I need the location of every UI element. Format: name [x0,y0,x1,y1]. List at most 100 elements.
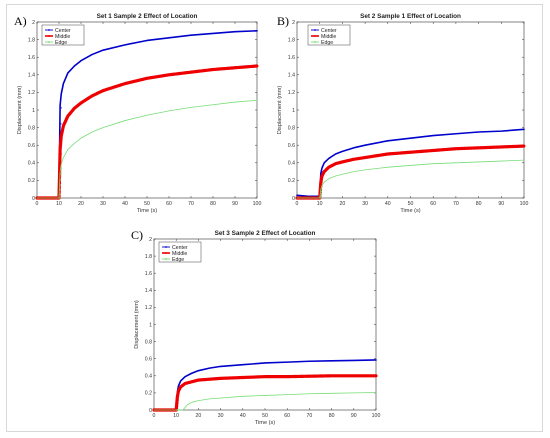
x-tick-label: 40 [240,413,246,419]
panel-label-c: C) [131,228,143,242]
series-marker-edge [320,192,322,195]
panel-label-b: B) [277,14,289,28]
x-tick-label: 0 [296,201,299,207]
y-axis-label: Displacement (mm) [17,86,23,135]
x-tick-label: 0 [36,201,39,207]
series-marker-edge [321,184,323,186]
series-marker-middle [177,389,180,392]
y-tick-label: 1 [149,322,152,328]
y-tick-label: 1 [292,108,295,114]
y-tick-label: 1.8 [28,37,35,43]
x-tick-label: 70 [307,413,313,419]
series-marker-middle [177,395,180,398]
x-tick-label: 40 [385,201,391,207]
x-tick-label: 10 [317,201,323,207]
series-marker-edge [60,179,62,181]
series-line-center [36,30,258,199]
x-tick-label: 40 [122,201,128,207]
series-marker-center [60,123,62,125]
chart-title-2: Set 2 Sample 1 Effect of Location [360,13,461,20]
x-tick-label: 100 [253,201,262,207]
x-tick-label: 90 [232,201,238,207]
y-tick-label: 1.2 [288,90,295,96]
y-tick-label: 1.4 [28,73,35,79]
x-axis-label: Time (s) [137,208,157,214]
y-axis-label: Displacement (mm) [134,300,140,349]
y-tick-label: 0.2 [145,391,152,397]
series-marker-middle [176,404,179,407]
series-marker-center [178,384,180,386]
x-tick-label: 30 [218,413,224,419]
x-tick-label: 100 [372,413,381,419]
x-axis-label: Time (s) [400,208,420,214]
legend-marker-center [165,246,167,248]
series-marker-edge [321,186,323,188]
y-tick-label: 1.8 [288,37,295,43]
y-tick-label: 0.4 [28,161,35,167]
x-tick-label: 30 [100,201,106,207]
y-tick-label: 2 [292,20,295,26]
series-line-edge [153,392,377,411]
chart-title-1: Set 1 Sample 2 Effect of Location [97,13,198,20]
legend-entry-middle: Middle [321,34,336,40]
x-tick-label: 90 [498,201,504,207]
x-tick-label: 60 [166,201,172,207]
series-marker-edge [320,194,322,196]
y-tick-label: 0 [149,408,152,414]
x-tick-label: 90 [351,413,357,419]
series-marker-middle [321,177,323,180]
legend-marker-center [48,29,50,31]
series-marker-edge [319,197,321,199]
series-marker-center [60,91,63,93]
legend-entry-middle: Middle [172,251,187,257]
series-marker-edge [321,188,323,190]
legend-entry-edge: Edge [55,40,67,46]
y-tick-label: 1.2 [145,305,152,311]
y-tick-label: 0 [292,196,295,202]
y-tick-label: 0.6 [145,357,152,363]
plot-area-2 [296,21,525,199]
series-marker-middle [177,392,180,395]
series-marker-center [321,166,323,168]
y-tick-label: 1.6 [288,55,295,61]
chart-title-3: Set 3 Sample 2 Effect of Location [215,230,316,237]
y-tick-label: 1 [32,108,35,114]
y-tick-label: 1.8 [145,254,152,260]
y-tick-label: 1.2 [28,90,35,96]
series-marker-edge [60,168,62,170]
series-marker-edge [320,190,323,193]
legend-marker-edge [165,258,167,260]
series-marker-middle [60,132,63,135]
x-tick-label: 50 [408,201,414,207]
series-marker-edge [60,162,63,164]
series-line-middle [35,64,259,200]
x-tick-label: 10 [173,413,179,419]
legend-entry-middle: Middle [55,34,70,40]
y-tick-label: 0.2 [28,178,35,184]
x-tick-label: 20 [78,201,84,207]
x-tick-label: 0 [153,413,156,419]
series-marker-edge [59,193,61,195]
x-tick-label: 50 [144,201,150,207]
x-tick-label: 80 [210,201,216,207]
figure-frame [6,4,543,432]
series-marker-middle [321,174,324,176]
legend-marker-middle [165,252,167,254]
y-tick-label: 2 [149,237,152,243]
x-tick-label: 100 [520,201,529,207]
series-marker-edge [59,189,61,191]
x-tick-label: 70 [188,201,194,207]
series-marker-edge [59,184,62,186]
x-tick-label: 20 [340,201,346,207]
series-marker-middle [60,143,63,146]
y-tick-label: 0.6 [28,143,35,149]
x-tick-label: 50 [262,413,268,419]
legend-marker-center [314,29,316,31]
series-marker-middle [176,402,179,405]
x-tick-label: 10 [56,201,62,207]
y-tick-label: 0.8 [28,125,35,131]
series-marker-middle [177,399,179,401]
legend-entry-center: Center [172,245,188,251]
x-tick-label: 20 [196,413,202,419]
